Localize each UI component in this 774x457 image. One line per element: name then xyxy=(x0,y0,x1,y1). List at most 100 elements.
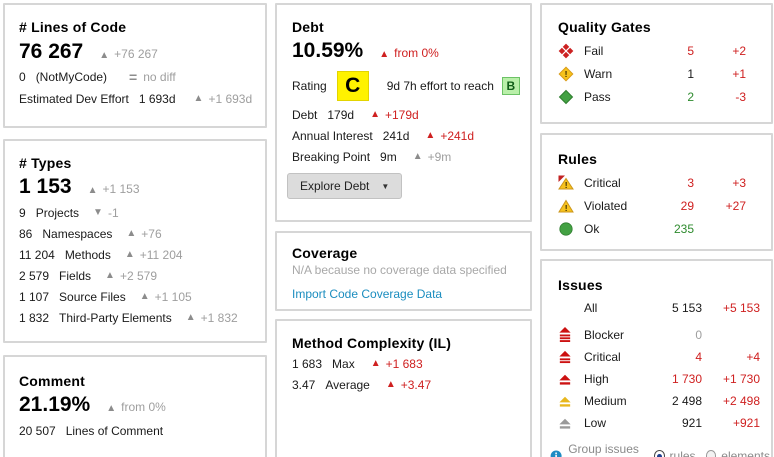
issues-row[interactable]: Critical 4 +4 xyxy=(558,349,762,364)
rule-label: Ok xyxy=(584,222,600,236)
issues-row[interactable]: Medium 2 498 +2 498 xyxy=(558,393,762,408)
debt-row-value: 9m xyxy=(380,150,397,164)
stat-value: 86 xyxy=(19,227,33,241)
trend-up-icon: ▲ xyxy=(185,312,196,323)
panel-rules: Rules ! Critical 3 +3 ! Violated 29 +27 … xyxy=(540,133,773,251)
panel-title: # Lines of Code xyxy=(19,19,127,35)
trend-down-icon: ▼ xyxy=(93,207,103,218)
loc-value: 76 267 xyxy=(19,40,84,63)
stat-label: Fields xyxy=(59,269,92,283)
panel-title: Debt xyxy=(292,19,324,35)
issues-label: Blocker xyxy=(584,327,625,342)
severity-blocker-icon xyxy=(559,327,571,342)
stat-value: 11 204 xyxy=(19,248,55,262)
quality-gate-row[interactable]: Fail 5 +2 xyxy=(558,43,758,59)
gate-label: Pass xyxy=(584,90,611,104)
dropdown-caret-icon: ▼ xyxy=(381,181,390,191)
rule-row[interactable]: Ok 235 xyxy=(558,221,758,237)
issues-row[interactable]: High 1 730 +1 730 xyxy=(558,371,762,386)
issues-row[interactable]: Low 921 +921 xyxy=(558,415,762,430)
stat-label: Projects xyxy=(35,206,80,220)
stat-label: Max xyxy=(332,357,355,371)
warn-icon: ! xyxy=(558,66,574,82)
stat-value: 1 683 xyxy=(292,357,323,371)
radio-rules-label[interactable]: rules xyxy=(669,449,696,457)
trend-up-icon: ▲ xyxy=(370,109,380,120)
import-coverage-link[interactable]: Import Code Coverage Data xyxy=(292,287,443,301)
trend-up-icon: ▲ xyxy=(385,379,396,390)
stat-label: Namespaces xyxy=(42,227,113,241)
panel-quality-gates: Quality Gates Fail 5 +2 ! Warn 1 +1 Pass… xyxy=(540,3,773,124)
types-delta: +1 153 xyxy=(102,182,140,196)
gate-value: 2 xyxy=(687,90,694,104)
debt-row-label: Debt xyxy=(292,108,318,122)
panel-title: Issues xyxy=(558,277,603,293)
panel-coverage: Coverage N/A because no coverage data sp… xyxy=(275,231,532,311)
issues-row[interactable]: All 5 153 +5 153 xyxy=(558,301,762,315)
effort-label: Estimated Dev Effort xyxy=(19,92,129,106)
gate-value: 5 xyxy=(687,44,694,58)
notmycode-diff: no diff xyxy=(143,70,176,84)
issues-value: 1 730 xyxy=(671,371,702,386)
rating-label: Rating xyxy=(292,79,327,93)
issues-row[interactable]: Blocker 0 xyxy=(558,327,762,342)
trend-up-icon: ▲ xyxy=(105,270,115,281)
trend-up-icon: ▲ xyxy=(126,228,137,239)
issues-label: All xyxy=(584,301,598,315)
issues-value: 5 153 xyxy=(671,301,702,315)
debt-row-delta: +9m xyxy=(427,150,452,164)
debt-row-delta: +179d xyxy=(384,108,419,122)
stat-label: Lines of Comment xyxy=(65,424,164,438)
issues-delta: +1 730 xyxy=(722,371,760,386)
debt-value: 10.59% xyxy=(292,39,364,62)
fail-icon xyxy=(558,43,574,59)
stat-delta: +3.47 xyxy=(400,378,432,392)
svg-text:!: ! xyxy=(565,203,568,213)
stat-delta: +1 105 xyxy=(154,290,192,304)
critical-rule-icon: ! xyxy=(558,175,574,190)
panel-lines-of-code: # Lines of Code 76 267 ▲ +76 267 0 (NotM… xyxy=(3,3,267,128)
stat-label: Third-Party Elements xyxy=(59,311,172,325)
severity-high-icon xyxy=(559,374,571,385)
issues-label: Low xyxy=(584,415,607,430)
loc-delta: +76 267 xyxy=(114,47,158,61)
debt-row-delta: +241d xyxy=(440,129,475,143)
trend-up-icon: ▲ xyxy=(379,49,390,60)
group-issues-label: Group issues by xyxy=(568,442,639,457)
panel-types: # Types 1 153 ▲ +1 153 9 Projects ▼ -1 8… xyxy=(3,139,267,343)
rule-row[interactable]: ! Violated 29 +27 xyxy=(558,198,758,214)
panel-title: Quality Gates xyxy=(558,19,651,35)
quality-gate-row[interactable]: Pass 2 -3 xyxy=(558,89,758,105)
radio-elements[interactable] xyxy=(705,450,717,457)
rule-row[interactable]: ! Critical 3 +3 xyxy=(558,175,758,191)
svg-text:!: ! xyxy=(565,69,568,79)
gate-delta: +1 xyxy=(732,67,746,81)
issues-value: 0 xyxy=(695,327,702,342)
ok-rule-icon xyxy=(559,222,573,236)
pass-icon xyxy=(558,89,574,105)
trend-up-icon: ▲ xyxy=(193,93,204,104)
gate-value: 1 xyxy=(687,67,694,81)
stat-delta: -1 xyxy=(107,206,119,220)
info-icon xyxy=(550,450,562,457)
trend-up-icon: ▲ xyxy=(425,130,436,141)
radio-rules[interactable] xyxy=(653,450,665,457)
gate-label: Fail xyxy=(584,44,604,58)
quality-gate-row[interactable]: ! Warn 1 +1 xyxy=(558,66,758,82)
comment-delta: from 0% xyxy=(121,400,166,414)
effort-delta: +1 693d xyxy=(208,92,253,106)
trend-up-icon: ▲ xyxy=(412,151,423,162)
rating-grade-badge: C xyxy=(336,71,369,101)
stat-value: 2 579 xyxy=(19,269,50,283)
debt-row-label: Breaking Point xyxy=(292,150,371,164)
explore-debt-button[interactable]: Explore Debt ▼ xyxy=(287,173,403,199)
stat-delta: +1 683 xyxy=(385,357,423,371)
trend-up-icon: ▲ xyxy=(139,291,150,302)
debt-delta: from 0% xyxy=(394,46,439,60)
rule-label: Violated xyxy=(584,199,628,213)
comment-value: 21.19% xyxy=(19,393,91,416)
violated-rule-icon: ! xyxy=(558,199,574,213)
radio-elements-label[interactable]: elements xyxy=(721,449,770,457)
trend-up-icon: ▲ xyxy=(99,50,110,61)
